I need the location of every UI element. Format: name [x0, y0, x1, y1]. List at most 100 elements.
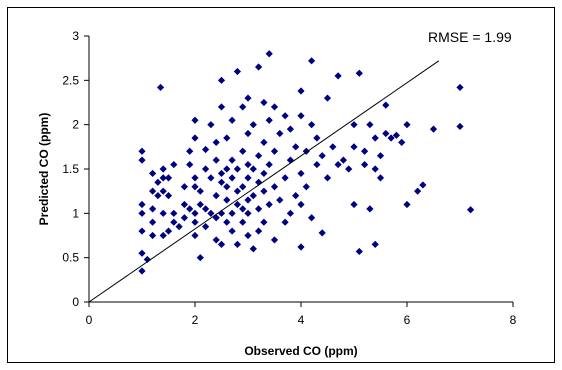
- data-point: [233, 67, 241, 76]
- data-point: [350, 200, 358, 209]
- y-tick-label: 3: [72, 29, 79, 43]
- data-point: [260, 187, 268, 195]
- data-point: [149, 231, 157, 240]
- data-point: [366, 121, 374, 129]
- data-point: [138, 147, 146, 155]
- data-point: [191, 174, 199, 182]
- data-point: [276, 196, 284, 204]
- data-point: [191, 134, 199, 142]
- data-point: [255, 63, 263, 71]
- data-point: [376, 174, 385, 182]
- data-point: [329, 143, 337, 151]
- data-point: [202, 165, 210, 173]
- data-point: [228, 209, 236, 217]
- data-point: [398, 138, 406, 146]
- data-point: [186, 147, 194, 155]
- data-point: [292, 143, 300, 151]
- data-point: [164, 227, 173, 235]
- data-point: [228, 156, 236, 164]
- data-point: [350, 121, 358, 129]
- data-point: [207, 121, 215, 129]
- data-point: [212, 156, 220, 164]
- data-point: [180, 200, 188, 209]
- data-point: [149, 169, 157, 178]
- data-point: [260, 169, 268, 178]
- data-point: [191, 183, 199, 191]
- data-point: [170, 218, 178, 226]
- data-point: [281, 174, 289, 182]
- data-point: [260, 218, 268, 226]
- data-point: [318, 152, 326, 160]
- data-point: [265, 50, 273, 58]
- data-point: [302, 183, 310, 191]
- data-point: [223, 134, 231, 142]
- data-point: [429, 125, 438, 133]
- data-point: [196, 200, 204, 209]
- data-point: [233, 240, 241, 248]
- y-tick-label: 0.5: [62, 251, 79, 265]
- data-point: [355, 69, 363, 77]
- data-point: [323, 94, 332, 102]
- x-tick-label: 6: [404, 313, 411, 327]
- data-point: [239, 147, 247, 155]
- data-point: [164, 174, 173, 182]
- x-tick-label: 8: [510, 313, 517, 327]
- data-point: [334, 160, 342, 169]
- data-point: [244, 209, 252, 217]
- chart-frame: [7, 7, 555, 363]
- data-point: [318, 229, 326, 237]
- data-point: [297, 87, 305, 95]
- data-point: [228, 174, 236, 182]
- data-point: [334, 72, 342, 80]
- data-point: [382, 101, 390, 109]
- data-point: [212, 138, 220, 146]
- rmse-annotation: RMSE = 1.99: [428, 29, 512, 45]
- data-point: [138, 156, 146, 164]
- data-point: [403, 121, 411, 129]
- y-tick-label: 0: [72, 295, 79, 309]
- data-point: [239, 218, 247, 226]
- data-point: [371, 165, 379, 173]
- x-tick-label: 4: [298, 313, 305, 327]
- data-point: [239, 205, 247, 213]
- data-point: [339, 156, 347, 164]
- data-point: [154, 192, 162, 200]
- data-point: [308, 57, 316, 65]
- data-point: [244, 160, 252, 169]
- data-point: [170, 160, 178, 169]
- data-point: [191, 209, 199, 217]
- data-point: [202, 145, 210, 154]
- data-point: [308, 121, 316, 129]
- data-point: [180, 214, 188, 222]
- data-point: [467, 206, 475, 214]
- data-point: [156, 83, 165, 92]
- data-point: [228, 227, 236, 235]
- data-point: [403, 200, 411, 209]
- data-point: [159, 165, 167, 173]
- data-point: [244, 129, 252, 138]
- data-point: [217, 240, 226, 248]
- data-point: [350, 143, 358, 151]
- y-tick-label: 2: [72, 118, 79, 132]
- data-point: [223, 183, 231, 191]
- data-point: [217, 76, 226, 84]
- data-point: [265, 160, 273, 169]
- data-point: [286, 156, 294, 164]
- data-point: [164, 192, 173, 200]
- data-point: [149, 187, 157, 195]
- data-point: [196, 187, 204, 195]
- data-point: [255, 205, 263, 213]
- data-point: [223, 218, 231, 226]
- data-point: [207, 174, 215, 182]
- data-point: [207, 209, 215, 217]
- data-point: [223, 165, 231, 173]
- data-point: [159, 209, 167, 217]
- data-point: [382, 129, 390, 138]
- data-point: [249, 121, 257, 129]
- data-point: [175, 223, 183, 231]
- data-point: [186, 205, 194, 213]
- data-point: [255, 152, 263, 160]
- x-axis-label: Observed CO (ppm): [244, 344, 357, 358]
- data-point: [233, 200, 241, 209]
- data-point: [249, 165, 257, 173]
